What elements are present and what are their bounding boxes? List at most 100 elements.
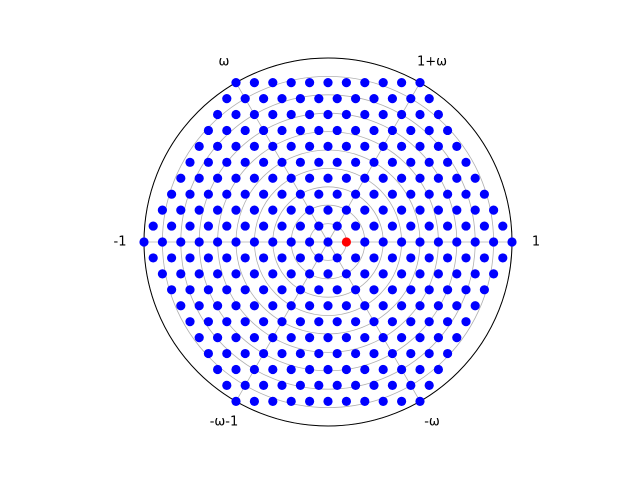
- lattice-point: [479, 189, 489, 199]
- lattice-point: [406, 189, 416, 199]
- lattice-point: [470, 237, 480, 247]
- lattice-point: [433, 141, 443, 151]
- lattice-point: [378, 364, 388, 375]
- highlighted-point: [341, 237, 351, 247]
- lattice-point: [415, 237, 425, 247]
- lattice-point: [489, 205, 499, 215]
- lattice-point: [231, 205, 241, 215]
- lattice-point: [397, 364, 407, 375]
- lattice-point: [314, 348, 324, 359]
- lattice-point: [424, 380, 434, 391]
- lattice-point: [369, 317, 379, 327]
- lattice-point: [139, 237, 149, 247]
- lattice-point: [341, 269, 351, 279]
- lattice-point: [443, 285, 453, 295]
- lattice-point: [157, 205, 167, 215]
- lattice-point: [259, 125, 269, 136]
- lattice-point: [231, 141, 241, 151]
- lattice-point: [406, 317, 416, 327]
- lattice-point: [277, 157, 287, 167]
- direction-label: 1+ω: [417, 54, 447, 69]
- lattice-point: [259, 253, 269, 263]
- direction-label: -1: [114, 235, 127, 250]
- lattice-point: [461, 285, 471, 295]
- lattice-point: [415, 109, 425, 120]
- lattice-point: [470, 173, 480, 183]
- lattice-point: [268, 173, 278, 183]
- lattice-point: [369, 348, 379, 359]
- lattice-point: [360, 173, 370, 183]
- lattice-point: [277, 317, 287, 327]
- lattice-point: [231, 109, 241, 120]
- lattice-point: [249, 173, 259, 183]
- lattice-point: [351, 189, 361, 199]
- lattice-point: [332, 125, 342, 136]
- lattice-point: [240, 285, 250, 295]
- lattice-point: [369, 380, 379, 391]
- lattice-point: [167, 253, 177, 263]
- lattice-point: [369, 253, 379, 263]
- lattice-point: [231, 237, 241, 247]
- lattice-point: [194, 301, 204, 311]
- lattice-point: [185, 285, 195, 295]
- lattice-point: [259, 380, 269, 391]
- direction-label: -ω: [424, 415, 440, 430]
- lattice-point: [295, 125, 305, 136]
- lattice-point: [314, 285, 324, 295]
- lattice-point: [148, 221, 158, 231]
- lattice-point: [351, 380, 361, 391]
- lattice-point: [433, 173, 443, 183]
- lattice-point: [213, 237, 223, 247]
- lattice-point: [452, 269, 462, 279]
- lattice-point: [415, 301, 425, 311]
- lattice-point: [360, 301, 370, 311]
- lattice-point: [213, 364, 223, 375]
- lattice-point: [277, 125, 287, 136]
- lattice-point: [406, 221, 416, 231]
- lattice-point: [295, 157, 305, 167]
- lattice-point: [452, 173, 462, 183]
- lattice-point: [231, 396, 241, 406]
- lattice-point: [424, 221, 434, 231]
- lattice-point: [369, 221, 379, 231]
- lattice-point: [424, 125, 434, 136]
- lattice-point: [167, 189, 177, 199]
- lattice-point: [249, 269, 259, 279]
- lattice-point: [194, 333, 204, 343]
- lattice-point: [213, 109, 223, 120]
- lattice-point: [433, 269, 443, 279]
- lattice-point: [369, 125, 379, 136]
- lattice-point: [332, 221, 342, 231]
- lattice-point: [323, 237, 333, 247]
- lattice-point: [443, 253, 453, 263]
- lattice-point: [249, 237, 259, 247]
- lattice-point: [268, 141, 278, 151]
- lattice-point: [406, 93, 416, 104]
- lattice-point: [277, 93, 287, 104]
- lattice-point: [378, 141, 388, 151]
- lattice-point: [203, 317, 213, 327]
- lattice-point: [231, 301, 241, 311]
- lattice-point: [268, 109, 278, 120]
- lattice-point: [277, 380, 287, 391]
- lattice-point: [203, 157, 213, 167]
- lattice-point: [222, 317, 232, 327]
- lattice-point: [360, 109, 370, 120]
- lattice-point: [351, 253, 361, 263]
- lattice-point: [305, 205, 315, 215]
- lattice-point: [443, 221, 453, 231]
- lattice-point: [397, 141, 407, 151]
- lattice-point: [240, 380, 250, 391]
- lattice-point: [323, 269, 333, 279]
- lattice-point: [489, 237, 499, 247]
- lattice-point: [498, 221, 508, 231]
- lattice-point: [369, 189, 379, 199]
- lattice-point: [461, 189, 471, 199]
- lattice-point: [341, 364, 351, 375]
- lattice-point: [406, 253, 416, 263]
- lattice-point: [185, 317, 195, 327]
- lattice-point: [194, 173, 204, 183]
- lattice-point: [295, 189, 305, 199]
- lattice-point: [360, 141, 370, 151]
